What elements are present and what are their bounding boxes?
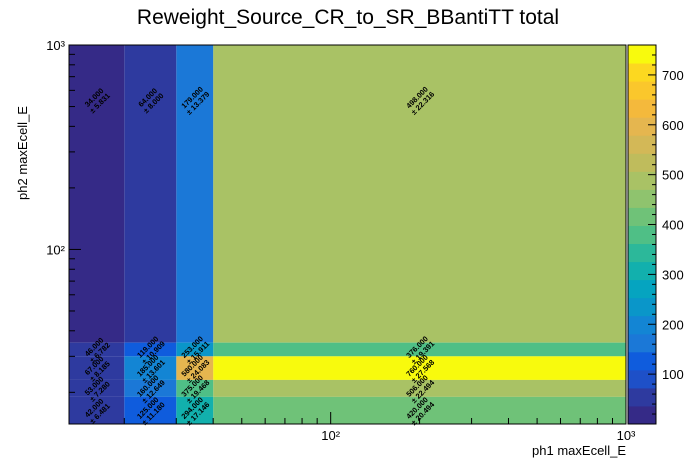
color-scale-tick-label: 700 [662,68,684,83]
color-scale-bar [627,44,657,425]
heatmap-cell [69,45,125,343]
color-scale-segment [628,369,656,389]
heatmap-cell [124,396,177,424]
color-scale-segment [628,207,656,226]
heatmap-cell [176,356,214,380]
color-scale-segment [628,117,656,136]
color-scale-segment [628,45,656,64]
y-axis-label: ph2 maxEcell_E [15,106,30,200]
heatmap-cell [124,379,177,397]
heatmap-cell [176,45,214,343]
heatmap-cell [213,356,626,380]
color-scale-segment [628,243,656,263]
color-scale-segment [628,63,656,82]
x-axis-label: ph1 maxEcell_E [532,443,626,458]
color-scale-segment [628,297,656,317]
color-scale-segment [628,333,656,353]
color-scale-segment [628,135,656,154]
color-scale-tick-label: 600 [662,118,684,133]
y-tick-label: 10³ [46,38,65,53]
color-scale-segment [628,81,656,100]
color-scale-tick-label: 300 [662,267,684,282]
heatmap-cell [213,342,626,357]
color-scale-segment [628,171,656,190]
color-scale-segment [628,261,656,281]
color-scale-segment [628,405,656,425]
color-scale-tick-label: 500 [662,168,684,183]
heatmap-cell [213,45,626,343]
heatmap-cell [69,396,125,424]
heatmap-cell [69,356,125,380]
color-scale-tick-label: 100 [662,367,684,382]
plot-frame [68,44,627,425]
color-scale-segment [628,387,656,407]
heatmap-cell [176,342,214,357]
color-scale-tick-label: 200 [662,317,684,332]
heatmap-cells [69,45,626,424]
x-tick-label: 10² [321,428,340,443]
color-scale-segment [628,351,656,371]
heatmap-cell [213,379,626,397]
x-tick-label: 10³ [617,428,636,443]
y-tick-label: 10² [46,242,65,257]
heatmap-cell [124,356,177,380]
heatmap-cell [176,396,214,424]
color-scale-segment [628,153,656,172]
heatmap-cell [124,342,177,357]
color-scale-segment [628,99,656,118]
color-scale-segment [628,225,656,245]
color-scale-segment [628,189,656,208]
heatmap-cell [69,379,125,397]
heatmap-cell [176,379,214,397]
x-axis-ticks: 10² 10³ [123,412,636,443]
chart-title: Reweight_Source_CR_to_SR_BBantiTT total [137,6,559,29]
color-scale-tick-label: 400 [662,218,684,233]
color-scale-ticks: 100 200 300 400 500 600 700 [648,44,684,415]
y-axis-ticks: 10² 10³ [46,38,81,393]
heatmap-cell [69,342,125,357]
color-scale-segment [628,315,656,335]
heatmap-cell [124,45,177,343]
color-scale-segment [628,279,656,299]
